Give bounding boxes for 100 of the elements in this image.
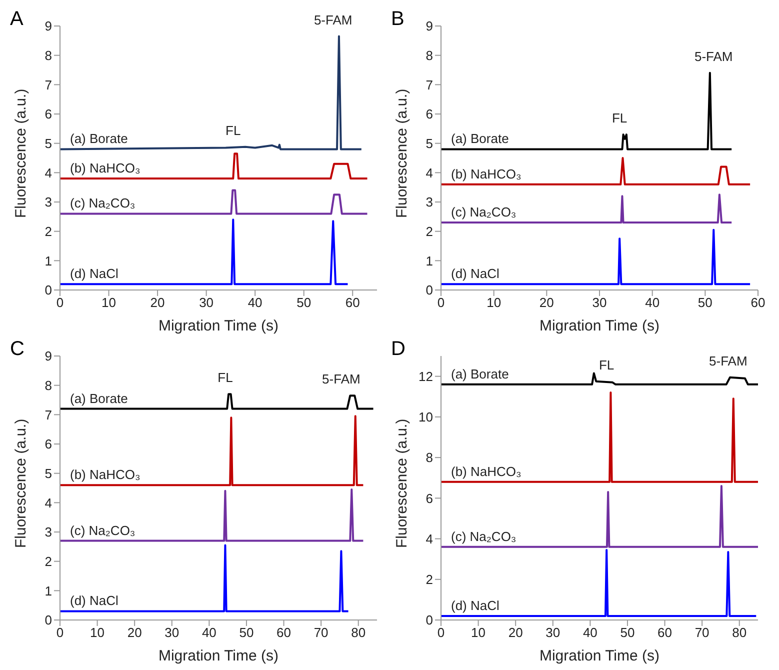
y-tick-label: 8: [426, 450, 433, 466]
y-tick-label: 4: [426, 165, 433, 180]
y-tick-label: 0: [44, 612, 52, 628]
x-tick-label: 80: [351, 625, 366, 640]
series-label: (a) Borate: [451, 131, 509, 146]
series-label: (d) NaCl: [451, 598, 500, 613]
x-tick-label: 50: [296, 295, 312, 310]
y-tick-label: 1: [44, 583, 52, 598]
y-tick-label: 12: [418, 368, 433, 384]
x-tick-label: 10: [486, 295, 502, 310]
series-label: (b) NaHCO₃: [70, 160, 140, 176]
y-tick-label: 9: [44, 348, 52, 364]
x-tick-label: 60: [276, 625, 291, 640]
chart-title: D: [391, 338, 406, 361]
y-tick-label: 4: [44, 495, 52, 510]
annotation: FL: [218, 370, 233, 386]
chart-title: B: [391, 8, 404, 31]
y-tick-label: 2: [426, 572, 433, 587]
series-label: (d) NaCl: [70, 593, 119, 608]
y-tick-label: 6: [426, 106, 433, 122]
y-axis-title: Fluorescence (a.u.): [12, 88, 30, 218]
y-tick-label: 2: [426, 224, 433, 239]
x-tick-label: 40: [645, 295, 660, 310]
x-tick-label: 60: [345, 295, 360, 310]
x-axis-title: Migration Time (s): [158, 648, 279, 665]
x-axis-title: Migration Time (s): [539, 648, 660, 665]
y-tick-label: 6: [44, 106, 52, 122]
y-tick-label: 10: [418, 410, 433, 425]
x-axis-title: Migration Time (s): [539, 318, 660, 335]
series-label: (d) NaCl: [451, 266, 500, 282]
y-tick-label: 8: [44, 48, 52, 63]
y-tick-label: 0: [44, 282, 52, 298]
y-tick-label: 0: [426, 282, 433, 298]
series-label: (c) Na₂CO₃: [451, 204, 516, 220]
y-tick-label: 4: [426, 531, 433, 546]
series-label: (a) Borate: [70, 390, 128, 406]
series-label: (b) NaHCO₃: [70, 467, 140, 482]
y-axis-title: Fluorescence (a.u.): [393, 88, 410, 218]
y-tick-label: 3: [426, 194, 433, 210]
series-label: (a) Borate: [451, 366, 509, 382]
y-tick-label: 6: [426, 490, 433, 506]
x-tick-label: 70: [694, 625, 710, 640]
y-tick-label: 4: [44, 165, 52, 180]
line-series: [441, 72, 733, 150]
y-tick-label: 7: [44, 407, 52, 422]
y-tick-label: 1: [426, 253, 433, 268]
x-axis-title: Migration Time (s): [158, 318, 279, 335]
chart-title: A: [10, 8, 24, 31]
x-tick-label: 70: [314, 625, 328, 640]
y-tick-label: 7: [426, 77, 433, 92]
series-label: (b) NaHCO₃: [451, 166, 522, 182]
y-tick-label: 9: [44, 18, 52, 34]
series-label: (d) NaCl: [70, 266, 119, 282]
y-tick-label: 9: [426, 18, 433, 34]
x-tick-label: 10: [90, 625, 105, 640]
y-tick-label: 2: [44, 224, 52, 239]
x-tick-label: 20: [539, 295, 554, 310]
annotation: FL: [226, 122, 241, 138]
y-tick-label: 5: [426, 136, 433, 151]
x-tick-label: 30: [546, 625, 560, 640]
x-tick-label: 40: [248, 295, 262, 310]
x-tick-label: 50: [620, 625, 635, 640]
x-tick-label: 30: [592, 295, 607, 310]
chart-title: C: [10, 338, 24, 361]
annotation: 5-FAM: [314, 12, 352, 28]
series-label: (a) Borate: [70, 131, 128, 146]
y-tick-label: 5: [44, 466, 52, 481]
x-tick-label: 0: [56, 625, 64, 640]
y-tick-label: 3: [44, 194, 52, 210]
line-series: [60, 35, 362, 150]
series-label: (b) NaHCO₃: [451, 464, 522, 479]
annotation: FL: [599, 357, 614, 372]
x-tick-label: 50: [698, 295, 712, 310]
x-tick-label: 20: [508, 625, 523, 640]
x-tick-label: 0: [56, 295, 64, 310]
series-label: (c) Na₂CO₃: [70, 196, 136, 211]
y-axis-title: Fluorescence (a.u.): [393, 418, 410, 548]
x-tick-label: 30: [164, 625, 180, 640]
x-tick-label: 40: [202, 625, 216, 640]
x-tick-label: 60: [750, 295, 766, 310]
y-tick-label: 1: [44, 253, 52, 268]
y-tick-label: 3: [44, 524, 52, 540]
x-tick-label: 0: [437, 625, 445, 640]
annotation: 5-FAM: [694, 48, 733, 64]
y-axis-title: Fluorescence (a.u.): [12, 418, 30, 548]
x-tick-label: 60: [658, 625, 672, 640]
y-tick-label: 5: [44, 136, 52, 151]
series-label: (c) Na₂CO₃: [451, 528, 516, 544]
y-tick-label: 2: [44, 554, 52, 569]
annotation: 5-FAM: [709, 353, 748, 368]
annotation: FL: [612, 110, 628, 126]
y-tick-label: 8: [44, 378, 52, 393]
y-tick-label: 6: [44, 436, 52, 452]
annotation: 5-FAM: [322, 372, 360, 387]
x-tick-label: 10: [471, 625, 486, 640]
y-tick-label: 0: [426, 612, 433, 628]
x-tick-label: 40: [582, 625, 598, 640]
x-tick-label: 50: [239, 625, 254, 640]
x-tick-label: 30: [199, 295, 214, 310]
x-tick-label: 20: [127, 625, 142, 640]
